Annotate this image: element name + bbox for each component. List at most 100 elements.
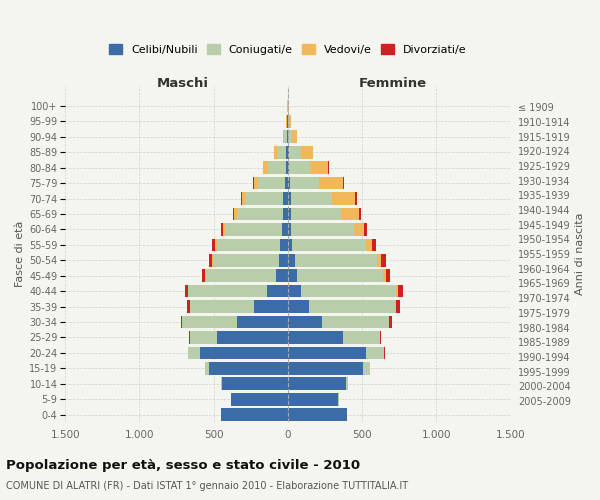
Bar [288, 130, 289, 143]
Bar [282, 223, 288, 235]
Bar [217, 331, 288, 344]
Bar [355, 192, 357, 205]
Bar [289, 146, 301, 158]
Bar [290, 177, 319, 190]
Bar [205, 362, 209, 374]
Bar [221, 408, 288, 421]
Bar [212, 238, 215, 251]
Bar [395, 300, 396, 313]
Bar [381, 254, 386, 266]
Bar [364, 223, 367, 235]
Text: COMUNE DI ALATRI (FR) - Dati ISTAT 1° gennaio 2010 - Elaborazione TUTTITALIA.IT: COMUNE DI ALATRI (FR) - Dati ISTAT 1° ge… [6, 481, 408, 491]
Bar [288, 162, 289, 174]
Bar [367, 346, 384, 359]
Bar [389, 316, 392, 328]
Bar [245, 192, 283, 205]
Bar [288, 115, 289, 128]
Bar [288, 100, 289, 112]
Bar [354, 223, 364, 235]
Bar [338, 393, 339, 406]
Bar [359, 208, 361, 220]
Bar [396, 285, 398, 298]
Bar [346, 378, 348, 390]
Bar [288, 362, 364, 374]
Bar [289, 130, 292, 143]
Y-axis label: Fasce di età: Fasce di età [15, 221, 25, 288]
Bar [283, 208, 288, 220]
Bar [221, 223, 223, 235]
Bar [285, 177, 288, 190]
Bar [233, 208, 235, 220]
Bar [383, 270, 386, 282]
Bar [235, 208, 238, 220]
Bar [238, 208, 283, 220]
Bar [217, 238, 280, 251]
Bar [283, 192, 288, 205]
Bar [276, 270, 288, 282]
Bar [268, 162, 286, 174]
Bar [288, 378, 346, 390]
Bar [288, 254, 295, 266]
Text: Popolazione per età, sesso e stato civile - 2010: Popolazione per età, sesso e stato civil… [6, 460, 360, 472]
Bar [185, 285, 188, 298]
Bar [295, 254, 377, 266]
Bar [288, 285, 301, 298]
Bar [286, 162, 288, 174]
Legend: Celibi/Nubili, Coniugati/e, Vedovi/e, Divorziati/e: Celibi/Nubili, Coniugati/e, Vedovi/e, Di… [109, 44, 467, 54]
Bar [212, 254, 214, 266]
Bar [343, 177, 344, 190]
Bar [287, 130, 288, 143]
Bar [322, 316, 389, 328]
Bar [279, 254, 288, 266]
Bar [263, 162, 268, 174]
Bar [188, 346, 200, 359]
Bar [241, 192, 242, 205]
Bar [380, 331, 382, 344]
Bar [209, 362, 288, 374]
Bar [206, 270, 276, 282]
Bar [308, 300, 395, 313]
Bar [332, 192, 355, 205]
Bar [288, 331, 343, 344]
Bar [386, 270, 390, 282]
Bar [274, 146, 277, 158]
Bar [291, 192, 332, 205]
Bar [182, 316, 238, 328]
Y-axis label: Anni di nascita: Anni di nascita [575, 213, 585, 296]
Bar [288, 393, 338, 406]
Bar [288, 146, 289, 158]
Bar [288, 346, 367, 359]
Bar [223, 223, 226, 235]
Bar [223, 378, 288, 390]
Bar [230, 393, 232, 406]
Bar [190, 300, 254, 313]
Bar [202, 270, 205, 282]
Bar [373, 238, 376, 251]
Bar [242, 192, 245, 205]
Bar [288, 177, 290, 190]
Bar [377, 254, 381, 266]
Bar [181, 316, 182, 328]
Bar [301, 285, 396, 298]
Bar [214, 254, 279, 266]
Bar [288, 300, 308, 313]
Bar [221, 378, 223, 390]
Text: Maschi: Maschi [157, 78, 209, 90]
Bar [188, 285, 267, 298]
Bar [343, 331, 380, 344]
Bar [277, 146, 286, 158]
Text: Femmine: Femmine [358, 78, 427, 90]
Bar [289, 115, 291, 128]
Bar [292, 130, 296, 143]
Bar [296, 270, 383, 282]
Bar [215, 238, 217, 251]
Bar [226, 223, 282, 235]
Bar [364, 362, 370, 374]
Bar [286, 146, 288, 158]
Bar [280, 238, 288, 251]
Bar [189, 331, 190, 344]
Bar [209, 254, 212, 266]
Bar [288, 316, 322, 328]
Bar [398, 285, 403, 298]
Bar [258, 177, 285, 190]
